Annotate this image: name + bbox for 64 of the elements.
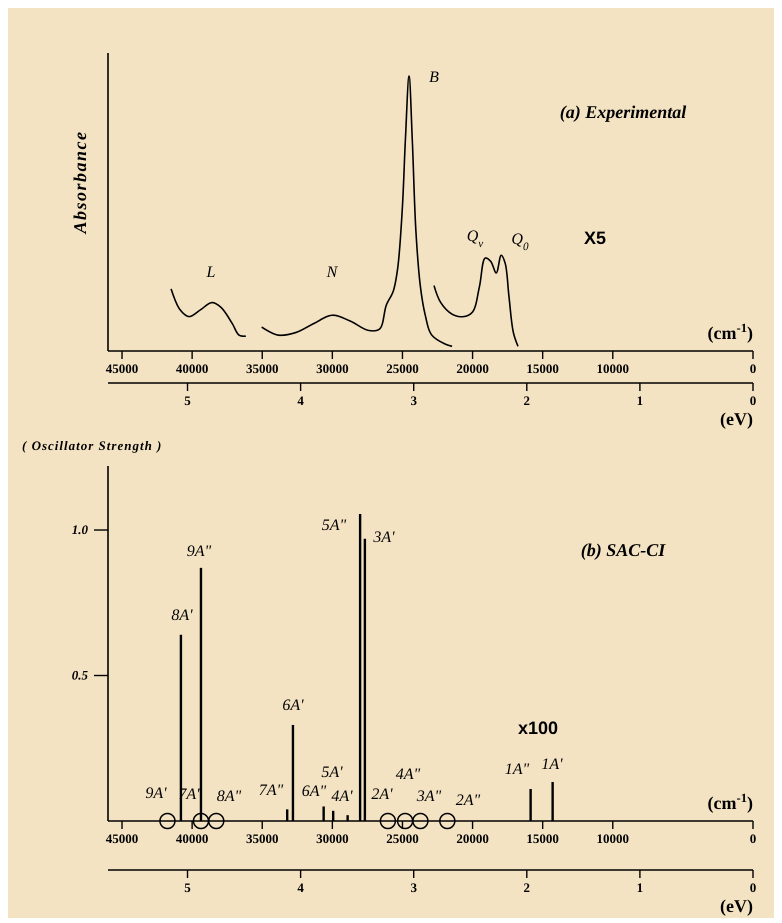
annotation: L <box>206 264 216 281</box>
x-tick-label: 30000 <box>316 361 349 376</box>
annotation: 6A' <box>282 697 304 714</box>
x-tick-label: 35000 <box>246 361 278 376</box>
y-tick-label: 1.0 <box>72 522 88 538</box>
x-tick-label: 20000 <box>456 831 489 846</box>
annotation: Q$_{v}$ <box>466 228 484 250</box>
annotation: 1A' <box>541 756 564 773</box>
x2-tick-label: 1 <box>636 393 644 408</box>
text: (a) Experimental <box>560 102 686 122</box>
x2-tick-label: 0 <box>750 880 756 895</box>
x-tick-label: 15000 <box>526 831 559 846</box>
annotation: x100 <box>518 718 558 738</box>
x-tick-label: 0 <box>750 361 756 376</box>
annotation: 2A" <box>456 792 481 809</box>
x-tick-label: 10000 <box>596 361 630 376</box>
x-tick-label: 40000 <box>176 361 208 376</box>
annotation: 9A" <box>186 543 212 560</box>
x-tick-label: 15000 <box>526 361 559 376</box>
x-axis-title: (cm$^{-1}$) <box>708 321 753 343</box>
annotation: N <box>326 264 339 281</box>
x2-tick-label: 4 <box>297 393 304 408</box>
x2-tick-label: 2 <box>524 393 530 408</box>
x-tick-label: 30000 <box>316 831 349 846</box>
annotation: 4A' <box>331 788 354 805</box>
annotation: X5 <box>584 228 606 248</box>
x2-tick-label: 5 <box>184 393 192 408</box>
x2-tick-label: 3 <box>410 880 418 895</box>
x-tick-label: 20000 <box>456 361 489 376</box>
x2-tick-label: 1 <box>636 880 644 895</box>
annotation: 1A" <box>504 761 530 778</box>
annotation: B <box>429 69 440 86</box>
x-tick-label: 35000 <box>246 831 278 846</box>
annotation: 3A' <box>372 529 396 546</box>
annotation: 4A" <box>396 766 421 783</box>
annotation: Q$_{0}$ <box>511 231 529 253</box>
annotation: 8A" <box>216 788 242 805</box>
y-axis-title: Absorbance <box>70 130 90 235</box>
x2-tick-label: 2 <box>524 880 530 895</box>
x-tick-label: 45000 <box>106 831 138 846</box>
y-axis-title: ( Oscillator Strength ) <box>22 438 162 453</box>
annotation: 6A" <box>302 783 327 800</box>
annotation: 9A' <box>145 785 168 802</box>
x-tick-label: 25000 <box>386 361 419 376</box>
x-tick-label: 25000 <box>386 831 419 846</box>
x-tick-label: 45000 <box>106 361 138 376</box>
x-tick-label: 10000 <box>596 831 630 846</box>
annotation: 7A" <box>258 782 284 799</box>
annotation: 8A' <box>171 607 194 624</box>
annotation: 3A" <box>416 788 442 805</box>
y-tick-label: 0.5 <box>72 668 88 683</box>
x2-tick-label: 0 <box>750 393 756 408</box>
x2-axis-title: (eV) <box>720 409 753 429</box>
x-tick-label: 40000 <box>176 831 208 846</box>
x2-tick-label: 4 <box>297 880 304 895</box>
x2-axis-title: (eV) <box>720 896 753 916</box>
x2-tick-label: 3 <box>410 393 418 408</box>
x-axis-title: (cm$^{-1}$) <box>708 791 753 813</box>
x-tick-label: 0 <box>750 831 756 846</box>
x2-tick-label: 5 <box>184 880 192 895</box>
annotation: 5A' <box>321 764 344 781</box>
annotation: 5A" <box>322 517 347 534</box>
text: (b) SAC-CI <box>580 540 666 560</box>
annotation: 2A' <box>371 786 394 803</box>
